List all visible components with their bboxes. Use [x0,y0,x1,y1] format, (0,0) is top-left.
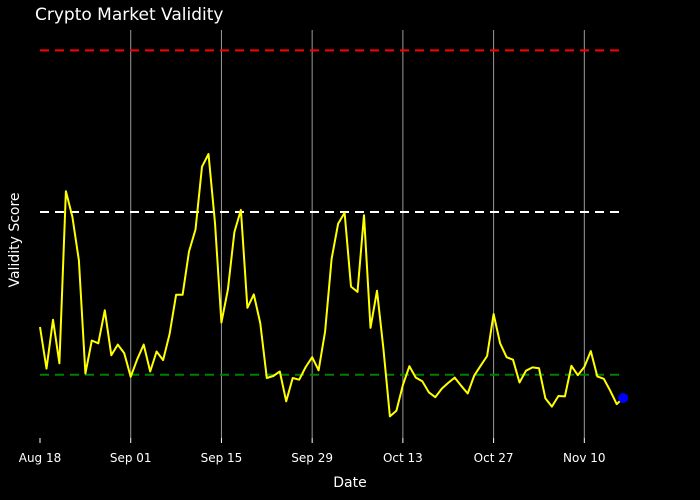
x-tick-label: Oct 13 [383,451,423,465]
x-tick-label: Sep 29 [291,451,333,465]
x-axis-label: Date [333,475,366,491]
x-axis-ticks: Aug 18 Sep 01 Sep 15 Sep 29 Oct 13 Oct 27 Nov … [19,438,606,465]
x-tick-label: Nov 10 [563,451,606,465]
x-tick-label: Aug 18 [19,451,62,465]
latest-value-marker [618,393,629,404]
chart-title: Crypto Market Validity [35,5,223,25]
validity-line [39,153,624,418]
reference-lines [40,49,623,376]
series-layer [39,153,629,418]
y-axis-label: Validity Score [7,192,23,287]
x-tick-label: Sep 15 [201,451,243,465]
x-gridlines [130,30,585,438]
x-tick-label: Sep 01 [110,451,152,465]
x-tick-label: Oct 27 [474,451,514,465]
